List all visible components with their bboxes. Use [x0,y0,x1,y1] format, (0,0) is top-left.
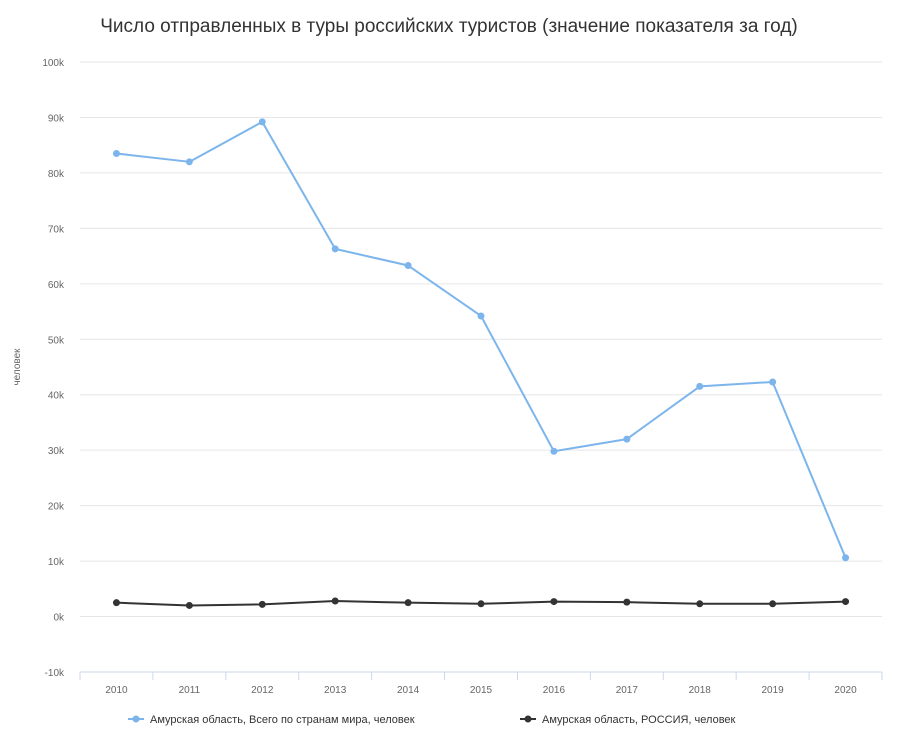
data-point[interactable] [112,150,120,157]
legend-label: Амурская область, РОССИЯ, человек [542,714,736,726]
y-tick-label: 40k [48,391,65,402]
x-tick-label: 2018 [689,685,712,696]
legend-symbol-marker [132,715,140,723]
y-tick-label: 10k [48,557,65,568]
data-point[interactable] [331,597,339,605]
legend-label: Амурская область, Всего по странам мира,… [150,714,415,726]
x-tick-label: 2010 [105,685,128,696]
data-point[interactable] [696,382,704,390]
data-point[interactable] [550,598,558,606]
x-tick-label: 2014 [397,685,420,696]
x-tick-label: 2015 [470,685,493,696]
y-tick-label: -10k [45,668,65,679]
data-point[interactable] [331,245,339,253]
data-point[interactable] [550,447,558,455]
y-tick-label: 30k [48,446,65,457]
y-tick-label: 90k [48,113,65,124]
data-point[interactable] [404,599,412,607]
data-point[interactable] [404,262,412,270]
data-point[interactable] [112,599,120,607]
legend-item[interactable]: Амурская область, Всего по странам мира,… [128,714,415,726]
x-tick-label: 2016 [543,685,566,696]
data-point[interactable] [258,118,266,126]
x-tick-label: 2011 [179,685,201,696]
series-line [116,120,847,559]
x-tick-label: 2020 [834,685,857,696]
data-point[interactable] [842,554,850,562]
data-point[interactable] [696,600,704,608]
y-tick-label: 100k [42,58,65,69]
y-tick-label: 0k [53,613,65,624]
data-point[interactable] [769,600,777,608]
legend-symbol-marker [524,715,532,723]
y-tick-label: 60k [48,280,65,291]
x-tick-label: 2017 [616,685,639,696]
data-point[interactable] [623,598,631,606]
chart-title: Число отправленных в туры российских тур… [100,16,798,37]
y-tick-label: 20k [48,502,65,513]
data-point[interactable] [185,601,193,609]
legend-item[interactable]: Амурская область, РОССИЯ, человек [520,714,736,726]
y-axis-title: человек [12,348,23,386]
data-point[interactable] [477,312,485,320]
x-tick-label: 2013 [324,685,347,696]
x-tick-label: 2019 [762,685,785,696]
data-point[interactable] [185,158,193,166]
data-point[interactable] [477,600,485,608]
x-tick-label: 2012 [251,685,274,696]
y-tick-label: 50k [48,335,65,346]
y-tick-label: 80k [48,169,65,180]
data-point[interactable] [769,378,777,386]
data-point[interactable] [258,600,266,608]
data-point[interactable] [623,435,631,443]
data-point[interactable] [842,598,850,606]
y-tick-label: 70k [48,224,65,235]
